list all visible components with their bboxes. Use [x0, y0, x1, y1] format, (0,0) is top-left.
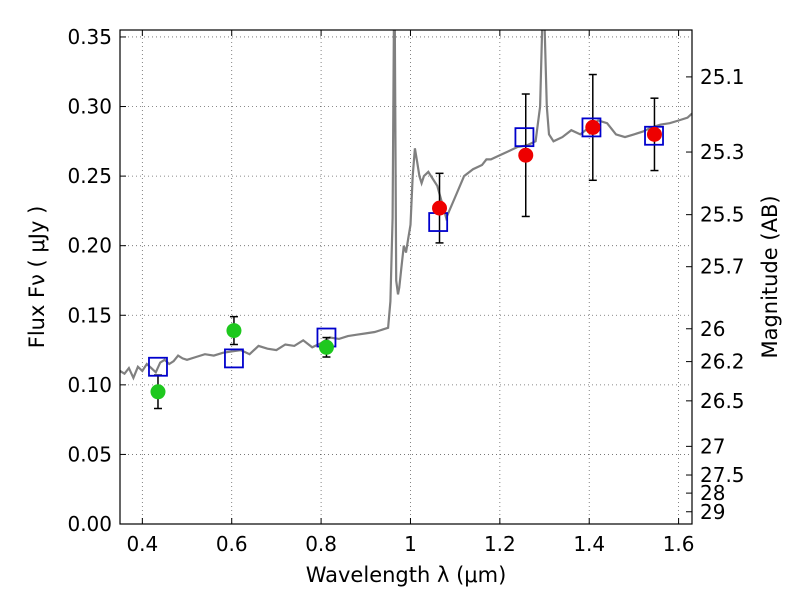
y-tick-label: 0.25 — [67, 164, 112, 188]
model-square-marker — [514, 127, 535, 148]
model-square-layer — [148, 117, 664, 377]
y-axis-ticks: 0.00 0.05 0.10 0.15 0.20 0.25 0.30 0.35 — [67, 25, 126, 536]
right-tick-label: 25.1 — [700, 65, 745, 89]
y-tick-label: 0.10 — [67, 373, 112, 397]
photometry-point — [318, 339, 334, 355]
right-tick-label: 29 — [700, 500, 725, 524]
photometry-point — [518, 147, 534, 163]
right-tick-label: 27.5 — [700, 463, 745, 487]
model-square-marker — [148, 356, 168, 377]
plot-frame — [119, 29, 693, 525]
photometry-point — [226, 323, 242, 339]
right-tick-label: 27 — [700, 434, 725, 458]
right-tick-label: 25.3 — [700, 140, 745, 164]
photometry-point-layer — [150, 119, 662, 400]
x-tick-label: 1.2 — [484, 532, 516, 556]
y-tick-label: 0.35 — [67, 25, 112, 49]
right-tick-label: 26.5 — [700, 389, 745, 413]
right-tick-label: 25.5 — [700, 203, 745, 227]
y-tick-label: 0.05 — [67, 442, 112, 466]
photometry-point — [150, 384, 166, 400]
photometry-point — [646, 126, 662, 142]
photometry-point — [585, 119, 601, 135]
x-tick-label: 0.8 — [305, 532, 337, 556]
y-axis-label-left: Flux Fν ( μJy ) — [25, 206, 49, 349]
right-tick-label: 28 — [700, 481, 725, 505]
y-axis-label-right: Magnitude (AB) — [758, 195, 782, 358]
model-square-marker — [224, 348, 244, 369]
model-square-marker — [581, 117, 602, 138]
x-axis-label: Wavelength λ (μm) — [306, 563, 507, 587]
y-tick-label: 0.00 — [67, 512, 112, 536]
x-axis-ticks: 0.4 0.6 0.8 1 1.2 1.4 1.6 — [126, 30, 695, 556]
x-tick-label: 0.4 — [126, 532, 158, 556]
x-tick-label: 1 — [404, 532, 417, 556]
x-tick-label: 1.4 — [573, 532, 605, 556]
model-square-marker — [644, 125, 664, 146]
y-tick-label: 0.20 — [67, 234, 112, 258]
y-tick-label: 0.15 — [67, 303, 112, 327]
x-tick-label: 0.6 — [216, 532, 248, 556]
right-tick-label: 26.2 — [700, 350, 745, 374]
spectrum-layer — [120, 30, 692, 381]
y-tick-label: 0.30 — [67, 95, 112, 119]
right-tick-label: 25.7 — [700, 255, 745, 279]
grid — [120, 30, 692, 524]
spectrum-line — [120, 30, 692, 381]
right-tick-label: 26 — [700, 317, 725, 341]
x-tick-label: 1.6 — [663, 532, 695, 556]
photometry-point — [432, 200, 448, 216]
